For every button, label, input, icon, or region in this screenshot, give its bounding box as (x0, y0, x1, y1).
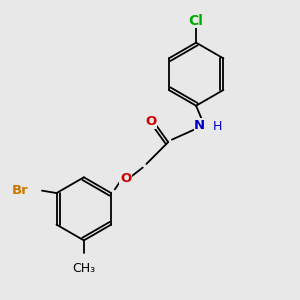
Text: O: O (146, 115, 157, 128)
Text: O: O (120, 172, 131, 185)
Text: CH₃: CH₃ (72, 262, 95, 275)
Text: H: H (213, 120, 223, 133)
Text: Br: Br (12, 184, 28, 197)
Text: Cl: Cl (189, 14, 203, 28)
Text: N: N (194, 118, 205, 132)
